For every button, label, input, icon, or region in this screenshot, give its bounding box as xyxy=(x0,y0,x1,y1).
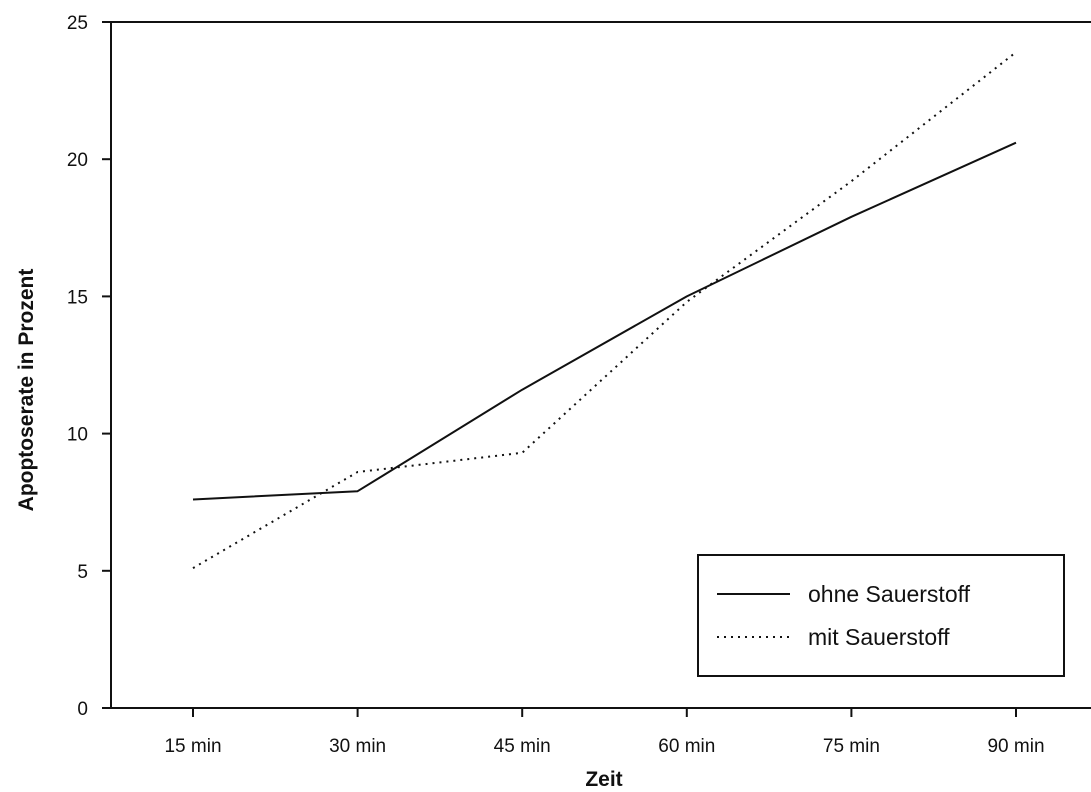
series-line-ohne-sauerstoff xyxy=(192,141,1017,501)
legend-box xyxy=(697,554,1065,677)
y-tick-label: 0 xyxy=(77,699,88,720)
axes xyxy=(110,21,1091,709)
x-ticks: 15 min 30 min 45 min 60 min 75 min 90 min xyxy=(164,708,1045,757)
series-layer xyxy=(192,51,1017,569)
legend: ohne Sauerstoff mit Sauerstoff xyxy=(697,554,1065,677)
y-tick-label: 20 xyxy=(67,150,88,171)
x-tick-label: 45 min xyxy=(494,736,551,757)
x-tick-label: 90 min xyxy=(987,736,1044,757)
y-axis-title: Apoptoserate in Prozent xyxy=(15,269,38,512)
y-tick-label: 25 xyxy=(67,13,88,34)
y-ticks: 0 5 10 15 20 25 xyxy=(67,13,111,720)
y-tick-label: 5 xyxy=(77,562,88,583)
x-tick-label: 30 min xyxy=(329,736,386,757)
y-tick-label: 15 xyxy=(67,287,88,308)
series-line-mit-sauerstoff xyxy=(192,51,1017,569)
y-tick-label: 10 xyxy=(67,425,88,446)
x-axis-title: Zeit xyxy=(585,768,622,791)
x-tick-label: 15 min xyxy=(164,736,221,757)
legend-label-mit-sauerstoff: mit Sauerstoff xyxy=(808,624,950,650)
legend-label-ohne-sauerstoff: ohne Sauerstoff xyxy=(808,581,971,607)
x-tick-label: 75 min xyxy=(823,736,880,757)
x-tick-label: 60 min xyxy=(658,736,715,757)
